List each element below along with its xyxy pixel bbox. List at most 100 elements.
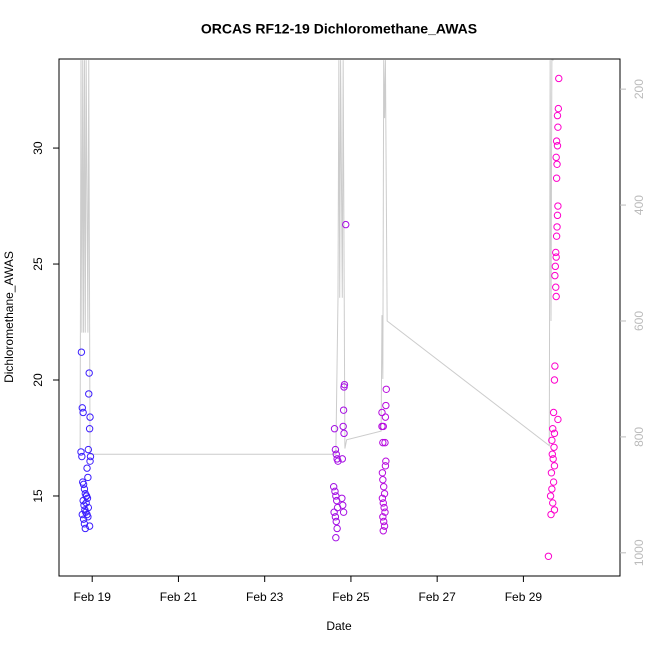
point <box>78 452 86 461</box>
point <box>381 438 389 447</box>
point <box>79 408 87 417</box>
y-axis-label: Dichloromethane_AWAS <box>2 251 16 383</box>
point <box>378 422 386 431</box>
point <box>331 445 340 454</box>
point <box>552 253 560 261</box>
point <box>547 469 556 477</box>
point <box>85 390 93 398</box>
plot-area <box>77 59 563 560</box>
point <box>554 415 562 424</box>
point <box>330 508 338 516</box>
point <box>553 111 562 120</box>
point <box>339 508 348 516</box>
point <box>82 499 90 507</box>
point <box>378 408 386 417</box>
point <box>548 450 557 458</box>
point <box>339 501 347 509</box>
x-tick-label: Feb 19 <box>74 590 112 604</box>
point <box>553 223 561 231</box>
point <box>550 443 558 451</box>
point <box>554 202 562 210</box>
point <box>549 499 557 507</box>
point <box>84 513 92 521</box>
point <box>546 492 555 500</box>
point <box>379 438 387 447</box>
point <box>80 501 88 509</box>
point <box>332 534 340 542</box>
point <box>550 376 559 384</box>
point <box>555 74 563 83</box>
point <box>379 527 387 535</box>
point <box>85 425 94 433</box>
point <box>382 457 390 465</box>
point <box>86 457 94 465</box>
point <box>378 494 387 502</box>
pressure-line <box>79 59 554 455</box>
point <box>548 485 556 493</box>
point <box>334 457 342 465</box>
point <box>380 489 389 498</box>
y2-tick-label: 400 <box>632 195 646 215</box>
point <box>340 383 348 391</box>
point <box>379 517 388 526</box>
point <box>380 503 388 512</box>
point <box>84 473 92 482</box>
point <box>553 211 562 220</box>
y2-tick-label: 600 <box>632 311 646 331</box>
point <box>550 429 559 438</box>
point <box>554 123 562 131</box>
x-tick-label: Feb 21 <box>160 590 198 604</box>
y-tick-label: 20 <box>31 373 45 387</box>
point <box>331 513 340 521</box>
point <box>550 506 559 514</box>
point <box>552 292 560 301</box>
point <box>379 476 387 484</box>
point <box>379 513 387 521</box>
point <box>338 455 347 463</box>
point <box>382 401 390 410</box>
point <box>552 232 561 240</box>
point <box>86 413 94 421</box>
point <box>550 462 559 470</box>
point <box>80 485 89 493</box>
point <box>77 348 86 356</box>
point <box>332 517 340 526</box>
y-tick-label: 15 <box>31 489 45 503</box>
point <box>547 510 555 519</box>
point <box>552 248 560 257</box>
x-tick-label: Feb 27 <box>418 590 456 604</box>
y-tick-label: 25 <box>31 257 45 271</box>
point <box>340 429 348 438</box>
point <box>554 104 563 113</box>
point <box>83 464 91 472</box>
chart-title: ORCAS RF12-19 Dichloromethane_AWAS <box>201 21 477 37</box>
x-tick-label: Feb 25 <box>332 590 370 604</box>
point <box>552 153 560 162</box>
y2-tick-label: 200 <box>632 79 646 99</box>
point <box>84 445 93 454</box>
point <box>339 422 347 431</box>
point <box>342 220 350 229</box>
point <box>339 406 348 414</box>
point <box>84 503 93 512</box>
point <box>551 362 559 370</box>
point <box>549 425 557 433</box>
point <box>549 455 557 463</box>
point <box>77 448 85 456</box>
point <box>85 522 94 530</box>
point <box>551 262 560 271</box>
point <box>552 174 561 182</box>
point <box>381 413 390 421</box>
point <box>338 494 346 502</box>
point <box>378 469 387 477</box>
y-tick-label: 30 <box>31 141 45 155</box>
y2-tick-label: 800 <box>632 427 646 447</box>
point <box>549 478 558 486</box>
point <box>78 404 86 412</box>
point <box>333 524 341 533</box>
point <box>329 483 338 491</box>
point <box>83 494 92 502</box>
point <box>332 450 340 458</box>
